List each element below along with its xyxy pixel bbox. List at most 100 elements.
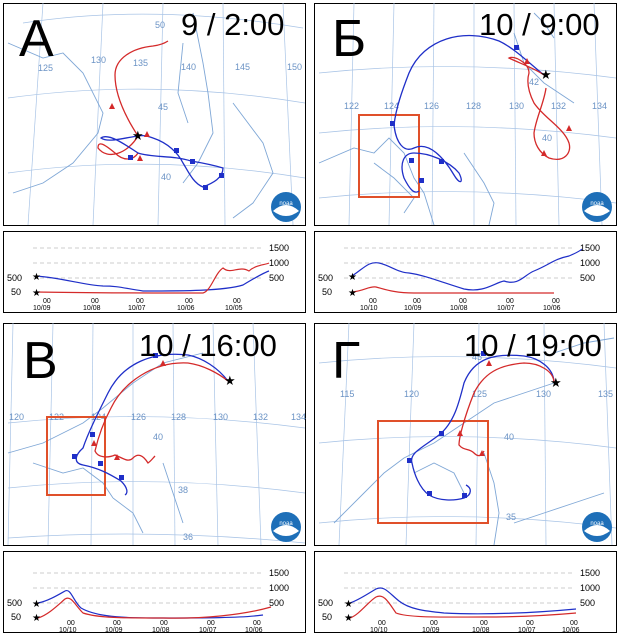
study-area-box (358, 114, 420, 198)
date-hour: 00 (413, 298, 421, 305)
date-hour: 00 (233, 298, 241, 305)
date-label: 10/08 (472, 627, 490, 634)
forward-height-profile (37, 597, 272, 619)
panel-time: 10 / 9:00 (479, 7, 600, 42)
panel-time: 10 / 19:00 (464, 328, 602, 363)
panel-a: 125 130 135 140 145 150 50 45 40 ★ noaa … (3, 3, 306, 314)
noaa-logo-text: noaa (279, 201, 293, 207)
star-icon: ★ (132, 129, 144, 144)
forward-height-profile (349, 595, 577, 619)
lon-label: 134 (291, 412, 306, 422)
date-hour: 00 (160, 620, 168, 627)
backward-trajectory (75, 353, 229, 496)
panel-letter: Г (332, 332, 361, 390)
lon-label: 135 (133, 58, 148, 68)
date-hour: 00 (369, 298, 377, 305)
backward-height-profile (37, 589, 264, 619)
lon-label: 145 (235, 62, 250, 72)
lat-label: 45 (158, 102, 168, 112)
forward-height-profile (351, 286, 554, 294)
height-label: 1000 (269, 583, 289, 593)
backward-trajectory (99, 134, 224, 188)
date-label: 10/08 (83, 305, 101, 312)
forward-height-profile (35, 262, 270, 294)
trajectory-markers (407, 351, 492, 498)
lon-label: 125 (472, 389, 487, 399)
height-label-left: 500 (7, 273, 22, 283)
lat-label: 42 (529, 77, 539, 87)
lat-label: 40 (542, 133, 552, 143)
height-plot-frame (3, 231, 306, 313)
map-frame (314, 323, 617, 546)
date-hour: 00 (136, 298, 144, 305)
panel-time: 10 / 16:00 (139, 328, 277, 363)
date-hour: 00 (480, 620, 488, 627)
map-frame (3, 323, 306, 546)
panel-v: 120 122 124 126 128 130 132 134 40 38 36… (3, 323, 306, 634)
star-icon: ★ (32, 272, 41, 283)
height-label-left: 50 (322, 287, 332, 297)
panel-letter: А (19, 10, 54, 68)
star-icon: ★ (344, 613, 353, 624)
height-label-left: 50 (11, 287, 21, 297)
height-label: 1000 (580, 583, 600, 593)
date-hour: 00 (506, 298, 514, 305)
date-hour: 00 (67, 620, 75, 627)
lon-label: 120 (9, 412, 24, 422)
height-label: 1500 (580, 243, 600, 253)
panel-letter: Б (332, 10, 367, 68)
height-label: 1500 (580, 568, 600, 578)
height-gridlines (344, 247, 574, 279)
height-label-left: 50 (11, 612, 21, 622)
backward-trajectory (410, 354, 555, 501)
study-area-box (377, 420, 489, 524)
date-label: 10/05 (225, 305, 243, 312)
lon-label: 130 (536, 389, 551, 399)
lon-label: 132 (253, 412, 268, 422)
map-frame (3, 3, 306, 226)
backward-height-profile (351, 248, 583, 291)
date-hour: 00 (570, 620, 578, 627)
date-hour: 00 (552, 298, 560, 305)
lat-label: 50 (155, 20, 165, 30)
panel-a-graphics: 125 130 135 140 145 150 50 45 40 ★ noaa … (3, 3, 306, 313)
panel-letter: В (23, 332, 58, 390)
date-label: 10/09 (33, 305, 51, 312)
date-label: 10/06 (562, 627, 580, 634)
noaa-logo-text: noaa (590, 201, 604, 207)
height-label: 1000 (580, 258, 600, 268)
trajectory-markers (390, 45, 572, 183)
date-hour: 00 (185, 298, 193, 305)
lat-label: 36 (183, 532, 193, 542)
date-label: 10/10 (370, 627, 388, 634)
lon-label: 125 (38, 63, 53, 73)
backward-trajectory (393, 34, 545, 193)
lon-label: 130 (509, 101, 524, 111)
star-icon: ★ (32, 613, 41, 624)
height-label-left: 500 (7, 598, 22, 608)
height-plot-frame (314, 551, 617, 633)
height-label: 1000 (269, 258, 289, 268)
lon-label: 132 (551, 101, 566, 111)
backward-height-profile (35, 270, 270, 292)
noaa-logo: noaa (582, 512, 612, 542)
noaa-logo: noaa (271, 512, 301, 542)
height-plot-frame (3, 551, 306, 633)
forward-trajectory (97, 40, 169, 160)
forward-trajectory (94, 362, 229, 464)
date-hour: 00 (459, 298, 467, 305)
lon-label: 115 (340, 389, 354, 399)
lon-label: 135 (598, 389, 613, 399)
height-gridlines (33, 572, 263, 604)
date-label: 10/07 (128, 305, 146, 312)
date-hour: 00 (43, 298, 51, 305)
trajectory-markers (109, 103, 224, 190)
lat-lon-grid (7, 323, 306, 546)
lon-label: 130 (213, 412, 228, 422)
panel-b: 122 124 126 128 130 132 134 42 40 ★ noaa… (314, 3, 617, 314)
lon-label: 134 (592, 101, 607, 111)
lat-label: 35 (506, 512, 516, 522)
height-label-left: 50 (322, 612, 332, 622)
star-icon: ★ (32, 599, 41, 610)
height-label: 500 (580, 598, 595, 608)
